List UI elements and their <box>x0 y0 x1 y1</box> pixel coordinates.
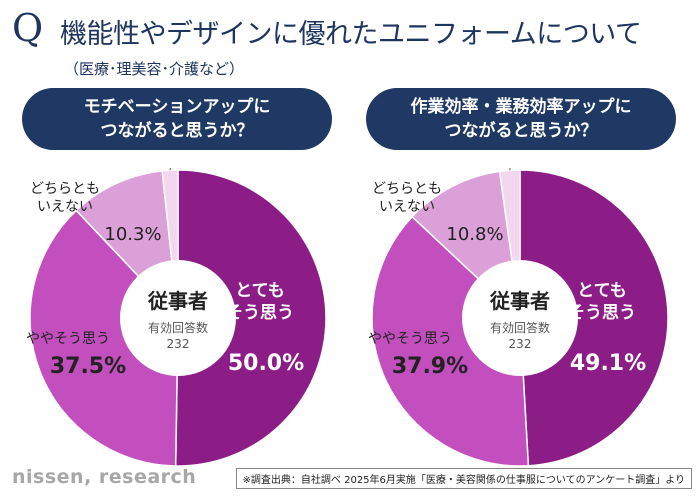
chart-2-not-really-label: あまりそう思わない <box>386 168 512 169</box>
chart-1-neither-value: 10.3% <box>104 224 161 245</box>
source-note: ※調査出典：自社調べ 2025年6月実施「医療・美容関係の仕事服についてのアンケ… <box>235 468 692 489</box>
chart-1-center-title: 従事者 <box>147 289 208 313</box>
chart-1-not-really-label: あまりそう思わない <box>44 168 170 169</box>
chart-2-neither-label-line-2: いえない <box>379 199 435 215</box>
donut-charts: 従事者有効回答数232とてもそう思う50.0%ややそう思う37.5%どちらともい… <box>26 168 669 467</box>
chart-1-very-much-label-line-2: そう思う <box>226 303 294 323</box>
chart-2-not-really-leader-line <box>509 168 511 171</box>
chart-1-very-much-slice <box>174 169 327 467</box>
chart-1-not-really-value: 1.7% <box>284 168 323 169</box>
chart-1-question-banner: モチベーションアップに つながると思うか？ <box>22 88 332 150</box>
chart-1-n-label: 有効回答数 <box>148 320 208 335</box>
page-subtitle: （医療･理美容･介護など） <box>64 60 245 78</box>
chart-2-question-banner: 作業効率・業務効率アップに つながると思うか？ <box>366 88 676 150</box>
chart-2-very-much-slice <box>519 169 669 467</box>
chart-2-somewhat-label: ややそう思う <box>368 331 452 347</box>
chart-2-n-value: 232 <box>509 337 532 351</box>
page-title: 機能性やデザインに優れたユニフォームについて <box>60 19 642 50</box>
chart-1-somewhat-label: ややそう思う <box>26 331 110 347</box>
q-mark: Q <box>12 6 44 50</box>
nissen-research-logo: nissen, research <box>12 466 197 488</box>
chart-1-very-much-value: 50.0% <box>228 351 304 376</box>
chart-1-n-value: 232 <box>167 337 190 351</box>
chart-2-very-much-label-line-2: そう思う <box>568 303 636 323</box>
chart-1-somewhat-value: 37.5% <box>50 354 126 379</box>
chart-2-very-much-label-line-1: とても <box>577 281 627 301</box>
chart-2-somewhat-value: 37.9% <box>392 354 468 379</box>
chart-2-neither-value: 10.8% <box>446 224 503 245</box>
chart-2-not-really-value: 2.2% <box>626 168 665 169</box>
chart-1-neither-label-line-2: いえない <box>37 199 93 215</box>
chart-2-neither-label-line-1: どちらとも <box>372 181 442 197</box>
chart-1-neither-label-line-1: どちらとも <box>30 181 100 197</box>
chart-1-center-hole <box>120 260 236 376</box>
chart-2-very-much-value: 49.1% <box>570 351 646 376</box>
chart-2-question-line-1: 作業効率・業務効率アップに <box>410 97 632 117</box>
chart-1-very-much-label-line-1: とても <box>235 281 285 301</box>
chart-2-n-label: 有効回答数 <box>490 320 550 335</box>
chart-1-somewhat-slice <box>29 209 179 467</box>
chart-2-center-hole <box>462 260 578 376</box>
chart-1-question-line-2: つながると思うか？ <box>100 121 254 141</box>
chart-2-center-title: 従事者 <box>489 289 550 313</box>
chart-2-question-line-2: つながると思うか？ <box>444 121 598 141</box>
chart-1-question-line-1: モチベーションアップに <box>83 97 271 117</box>
chart-2-somewhat-slice <box>371 215 530 467</box>
